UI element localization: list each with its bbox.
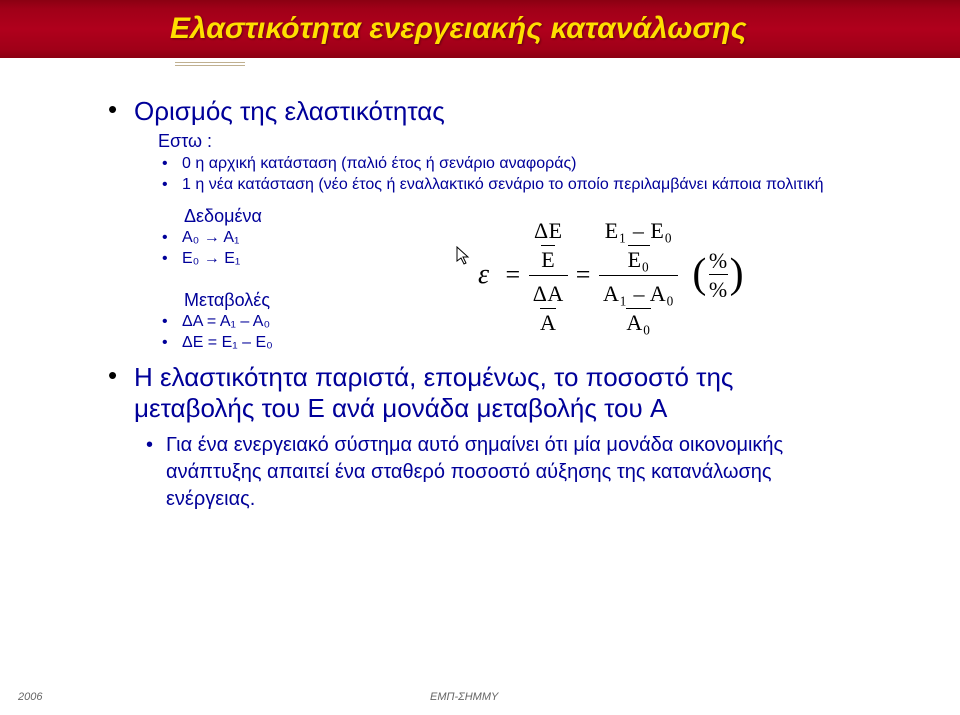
frac-left: ΔEE ΔAA xyxy=(529,215,568,336)
bullet-elasticity-meaning: Η ελαστικότητα παριστά, επομένως, το ποσ… xyxy=(108,362,848,513)
frac-right: E₁ – E₀E₀ A₁ – A₀A₀ xyxy=(599,215,678,336)
footer-org: ΕΜΠ-ΣΗΜΜΥ xyxy=(430,691,498,703)
title-underline xyxy=(175,62,245,66)
state-0: 0 η αρχική κατάσταση (παλιό έτος ή σενάρ… xyxy=(162,155,848,173)
page-title: Ελαστικότητα ενεργειακής κατανάλωσης xyxy=(170,12,747,46)
state-1: 1 η νέα κατάσταση (νέο έτος ή εναλλακτικ… xyxy=(162,176,848,194)
footer-year: 2006 xyxy=(18,691,42,703)
epsilon: ε xyxy=(478,259,490,291)
pct-over-pct: % % xyxy=(709,248,728,303)
esto-label: Εστω : xyxy=(158,131,848,152)
heading-meaning: Η ελαστικότητα παριστά, επομένως, το ποσ… xyxy=(134,362,733,423)
title-bar: Ελαστικότητα ενεργειακής κατανάλωσης xyxy=(0,0,960,58)
elasticity-formula: ε = ΔEE ΔAA = E₁ – E₀E₀ A₁ – A₀A₀ ( % % … xyxy=(478,215,746,336)
heading-definition: Ορισμός της ελαστικότητας xyxy=(134,96,445,126)
cursor-icon xyxy=(456,246,472,266)
energy-system-note: Για ένα ενεργειακό σύστημα αυτό σημαίνει… xyxy=(146,432,848,513)
formula-block: ε = ΔEE ΔAA = E₁ – E₀E₀ A₁ – A₀A₀ ( % % … xyxy=(450,210,880,340)
